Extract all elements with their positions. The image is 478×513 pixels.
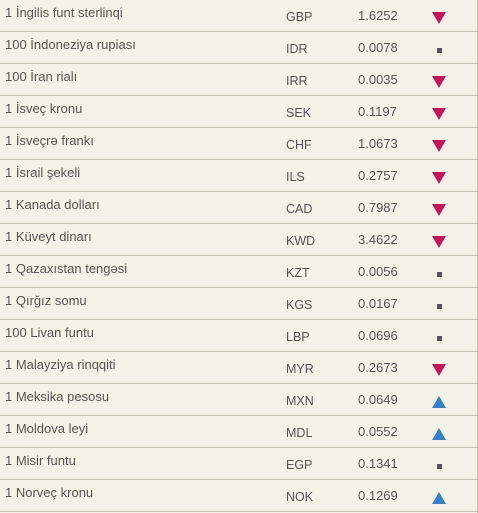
currency-name: 1 Malayziya rinqqiti [5,357,116,372]
exchange-rate-value: 0.2673 [358,360,398,375]
table-row: 1 Moldova leyi MDL 0.0552 [0,416,478,448]
exchange-rate-value: 3.4622 [358,232,398,247]
currency-code: MDL [286,426,313,440]
table-row: 1 İsrail şekeli ILS 0.2757 [0,160,478,192]
table-row: 1 Qırğız somu KGS 0.0167 [0,288,478,320]
currency-code: KGS [286,298,313,312]
table-row: 1 İsveç kronu SEK 0.1197 [0,96,478,128]
exchange-rate-value: 0.0167 [358,296,398,311]
currency-name: 100 İndoneziya rupiası [5,37,136,52]
triangle-down-icon [432,364,446,376]
table-row: 1 Norveç kronu NOK 0.1269 [0,480,478,512]
currency-name: 1 Meksika pesosu [5,389,110,404]
currency-code: MXN [286,394,314,408]
exchange-rate-value: 0.0696 [358,328,398,343]
triangle-up-icon [432,492,446,504]
currency-code: ILS [286,170,305,184]
exchange-rate-value: 1.6252 [358,8,398,23]
currency-code: LBP [286,330,310,344]
currency-name: 1 İsveç kronu [5,101,83,116]
triangle-up-icon [432,428,446,440]
currency-name: 100 İran rialı [5,69,78,84]
table-row: 1 Malayziya rinqqiti MYR 0.2673 [0,352,478,384]
exchange-rate-value: 0.1341 [358,456,398,471]
currency-code: SEK [286,106,312,120]
table-row: 1 Küveyt dinarı KWD 3.4622 [0,224,478,256]
currency-name: 1 Qırğız somu [5,293,87,308]
exchange-rate-value: 0.0035 [358,72,398,87]
currency-name: 1 Norveç kronu [5,485,94,500]
square-dot-icon [432,268,446,280]
currency-code: IDR [286,42,308,56]
currency-name: 1 İngilis funt sterlinqi [5,5,123,20]
exchange-rate-value: 1.0673 [358,136,398,151]
triangle-down-icon [432,12,446,24]
triangle-down-icon [432,140,446,152]
triangle-down-icon [432,236,446,248]
table-row: 1 İngilis funt sterlinqi GBP 1.6252 [0,0,478,32]
table-row: 1 Kanada dolları CAD 0.7987 [0,192,478,224]
square-dot-icon [432,460,446,472]
table-row: 100 Livan funtu LBP 0.0696 [0,320,478,352]
table-row: 100 İndoneziya rupiası IDR 0.0078 [0,32,478,64]
triangle-down-icon [432,76,446,88]
triangle-down-icon [432,172,446,184]
currency-name: 1 Kanada dolları [5,197,100,212]
exchange-rate-value: 0.0056 [358,264,398,279]
currency-name: 1 Küveyt dinarı [5,229,92,244]
currency-name: 1 Misir funtu [5,453,76,468]
currency-name: 1 İsveçrə frankı [5,133,94,148]
table-row: 1 Misir funtu EGP 0.1341 [0,448,478,480]
square-dot-icon [432,300,446,312]
exchange-rate-value: 0.0552 [358,424,398,439]
table-row: 1 Meksika pesosu MXN 0.0649 [0,384,478,416]
currency-name: 1 Qazaxıstan tengəsi [5,261,128,276]
exchange-rate-value: 0.1269 [358,488,398,503]
currency-name: 100 Livan funtu [5,325,94,340]
currency-code: CHF [286,138,312,152]
currency-code: KWD [286,234,316,248]
currency-code: EGP [286,458,313,472]
table-row: 1 Qazaxıstan tengəsi KZT 0.0056 [0,256,478,288]
currency-code: GBP [286,10,313,24]
table-row: 100 İran rialı IRR 0.0035 [0,64,478,96]
exchange-rate-value: 0.1197 [358,104,397,119]
currency-name: 1 İsrail şekeli [5,165,81,180]
square-dot-icon [432,332,446,344]
square-dot-icon [432,44,446,56]
triangle-down-icon [432,108,446,120]
currency-code: MYR [286,362,314,376]
triangle-up-icon [432,396,446,408]
exchange-rate-value: 0.0078 [358,40,398,55]
exchange-rate-value: 0.2757 [358,168,398,183]
currency-code: CAD [286,202,313,216]
currency-code: KZT [286,266,310,280]
currency-name: 1 Moldova leyi [5,421,89,436]
currency-code: IRR [286,74,308,88]
exchange-rate-value: 0.0649 [358,392,398,407]
exchange-rate-value: 0.7987 [358,200,398,215]
triangle-down-icon [432,204,446,216]
table-row: 1 İsveçrə frankı CHF 1.0673 [0,128,478,160]
currency-code: NOK [286,490,314,504]
